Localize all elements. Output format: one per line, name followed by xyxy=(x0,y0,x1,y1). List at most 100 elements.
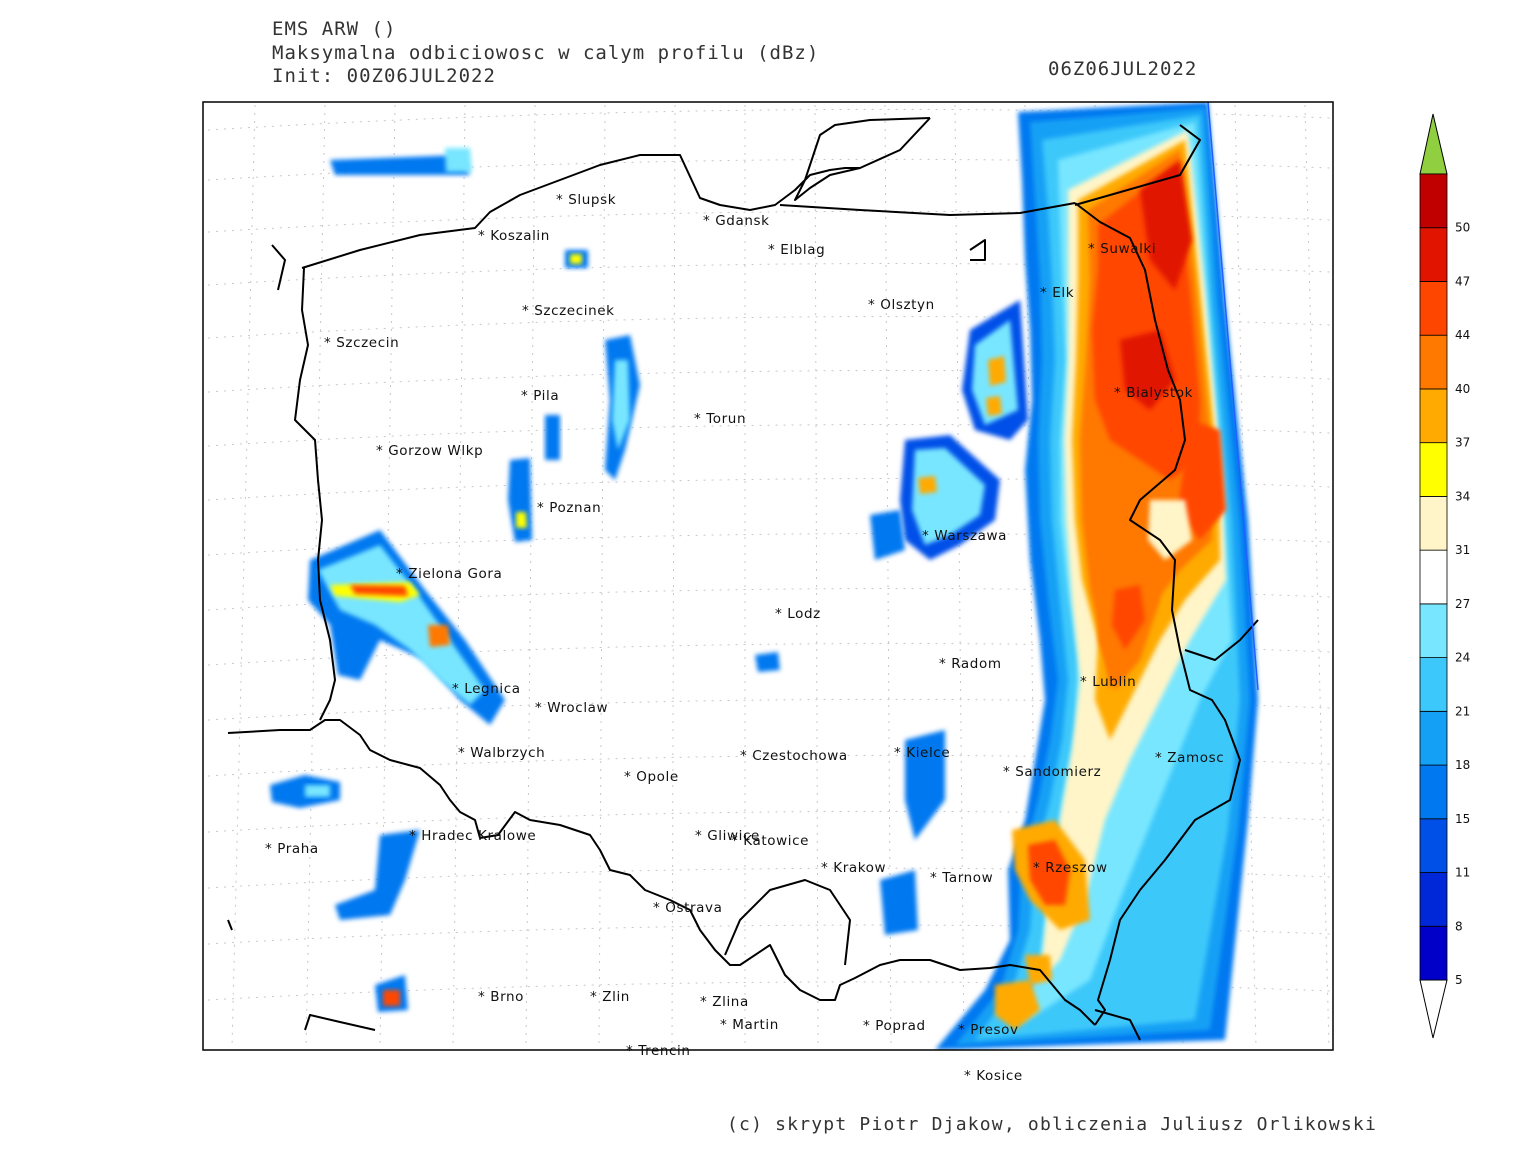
colorbar-level-label: 15 xyxy=(1455,812,1470,826)
city-olsztyn: * Olsztyn xyxy=(868,297,935,313)
city-krakow: * Krakow xyxy=(821,860,886,876)
colorbar-segment xyxy=(1419,281,1448,336)
city-suwalki: * Suwalki xyxy=(1088,241,1156,257)
city-radom: * Radom xyxy=(939,656,1002,672)
colorbar-level-label: 37 xyxy=(1455,436,1470,450)
city-bialystok: * Bialystok xyxy=(1114,385,1193,401)
western-precip-cells xyxy=(270,148,945,1012)
map-frame xyxy=(202,101,1334,1051)
colorbar-segment xyxy=(1419,872,1448,927)
colorbar-under-arrow xyxy=(1419,979,1448,1039)
city-katowice: * Katowice xyxy=(731,833,809,849)
colorbar-segment xyxy=(1419,549,1448,605)
colorbar-level-label: 21 xyxy=(1455,704,1470,718)
colorbar-level-label: 5 xyxy=(1455,973,1463,987)
city-tarnow: * Tarnow xyxy=(930,870,993,886)
colorbar-level-label: 44 xyxy=(1455,328,1470,342)
city-poznan: * Poznan xyxy=(537,500,601,516)
border-west-lines xyxy=(271,244,286,291)
border-czech-slovakia xyxy=(724,879,851,966)
colorbar-level-label: 24 xyxy=(1455,651,1470,665)
init-time: Init: 00Z06JUL2022 xyxy=(272,65,496,87)
border-poland-west xyxy=(294,267,336,721)
city-kielce: * Kielce xyxy=(894,745,950,761)
city-poprad: * Poprad xyxy=(863,1018,926,1034)
border-sw-stub xyxy=(227,919,233,931)
city-rzeszow: * Rzeszow xyxy=(1033,860,1108,876)
colorbar-level-label: 40 xyxy=(1455,382,1470,396)
city-sandomierz: * Sandomierz xyxy=(1003,764,1101,780)
colorbar-segment xyxy=(1419,173,1448,229)
city-elblag: * Elblag xyxy=(768,242,825,258)
city-lodz: * Lodz xyxy=(775,606,821,622)
city-presov: * Presov xyxy=(958,1022,1019,1038)
border-poland-east xyxy=(1074,202,1241,1026)
colorbar-segment xyxy=(1419,442,1448,497)
city-praha: * Praha xyxy=(265,841,319,857)
city-ostrava: * Ostrava xyxy=(653,900,722,916)
eastern-precip-field xyxy=(870,102,1258,1050)
border-poland-north xyxy=(779,202,1076,216)
colorbar-segment xyxy=(1419,764,1448,820)
city-walbrzych: * Walbrzych xyxy=(458,745,545,761)
colorbar: 5 8 11 15 18 21 24 27 31 34 37 40 44 47 50 xyxy=(1419,113,1470,1039)
field-title: Maksymalna odbiciowosc w calym profilu (… xyxy=(272,42,820,64)
colorbar-level-label: 8 xyxy=(1455,919,1463,933)
city-kosice: * Kosice xyxy=(964,1068,1023,1084)
city-trencin: * Trencin xyxy=(626,1043,691,1059)
colorbar-level-label: 27 xyxy=(1455,597,1470,611)
city-szczecin: * Szczecin xyxy=(324,335,399,351)
colorbar-segment xyxy=(1419,388,1448,444)
city-warszawa: * Warszawa xyxy=(922,528,1007,544)
colorbar-segment xyxy=(1419,657,1448,712)
city-opole: * Opole xyxy=(624,769,679,785)
colorbar-segment xyxy=(1419,603,1448,658)
city-elk: * Elk xyxy=(1040,285,1074,301)
border-slovakia-east xyxy=(1094,1009,1141,1041)
city-lublin: * Lublin xyxy=(1080,674,1136,690)
city-legnica: * Legnica xyxy=(452,681,521,697)
city-gorzow: * Gorzow Wlkp xyxy=(376,443,483,459)
city-gdansk: * Gdansk xyxy=(703,213,770,229)
city-pila: * Pila xyxy=(521,388,559,404)
city-zlina: * Zlina xyxy=(700,994,749,1010)
coastline-baltic-east xyxy=(859,117,931,169)
city-labels: * Slupsk * Gdansk * Koszalin * Elblag * … xyxy=(265,192,1224,1084)
border-poland-south xyxy=(227,719,1096,1026)
borders xyxy=(227,117,1259,1041)
city-wroclaw: * Wroclaw xyxy=(535,700,608,716)
city-hradec-kralowe: * Hradec Kralowe xyxy=(409,828,536,844)
border-south-west xyxy=(304,1014,376,1031)
colorbar-level-label: 47 xyxy=(1455,274,1470,288)
coastline xyxy=(301,117,931,269)
model-title: EMS ARW () xyxy=(272,18,397,40)
city-zamosc: * Zamosc xyxy=(1155,750,1224,766)
colorbar-segment xyxy=(1419,925,1448,981)
city-torun: * Torun xyxy=(694,411,746,427)
colorbar-segment xyxy=(1419,710,1448,766)
city-czestochowa: * Czestochowa xyxy=(740,748,848,764)
colorbar-level-label: 34 xyxy=(1455,489,1470,503)
colorbar-segment xyxy=(1419,334,1448,390)
colorbar-level-label: 18 xyxy=(1455,758,1470,772)
map-content xyxy=(207,102,1331,1050)
east-boundary-line xyxy=(1207,102,1259,691)
city-brno: * Brno xyxy=(478,989,524,1005)
colorbar-segment xyxy=(1419,227,1448,282)
colorbar-segment xyxy=(1419,818,1448,873)
valid-time: 06Z06JUL2022 xyxy=(1048,58,1198,80)
city-slupsk: * Slupsk xyxy=(556,192,616,208)
city-zielona-gora: * Zielona Gora xyxy=(396,566,502,582)
colorbar-over-arrow xyxy=(1419,113,1448,175)
border-lithuania xyxy=(1074,124,1201,206)
credit-line: (c) skrypt Piotr Djakow, obliczenia Juli… xyxy=(727,1114,1377,1135)
city-zlin: * Zlin xyxy=(590,989,630,1005)
city-martin: * Martin xyxy=(720,1017,779,1033)
coastline-kaliningrad xyxy=(969,239,986,261)
colorbar-level-label: 50 xyxy=(1455,221,1470,235)
border-ukraine xyxy=(1184,619,1259,661)
city-gliwice: * Gliwice xyxy=(695,828,760,844)
colorbar-level-label: 31 xyxy=(1455,543,1470,557)
colorbar-level-label: 11 xyxy=(1455,866,1470,880)
